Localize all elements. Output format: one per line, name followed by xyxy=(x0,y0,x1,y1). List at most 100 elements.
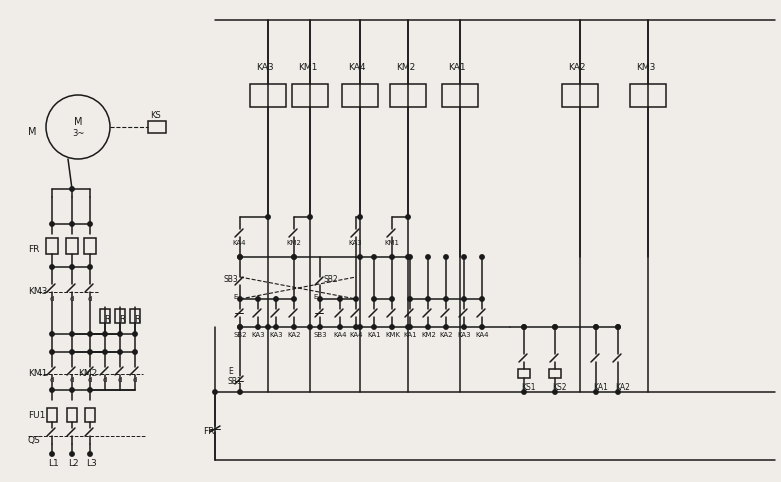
Circle shape xyxy=(292,255,296,259)
Bar xyxy=(148,121,166,133)
Circle shape xyxy=(358,255,362,259)
Text: KA2: KA2 xyxy=(439,332,452,338)
Text: d: d xyxy=(88,296,92,302)
Circle shape xyxy=(237,255,242,259)
Text: d: d xyxy=(133,377,137,383)
Circle shape xyxy=(408,255,412,259)
Text: KM2: KM2 xyxy=(286,240,301,246)
Circle shape xyxy=(462,255,466,259)
Text: R: R xyxy=(104,316,110,324)
Circle shape xyxy=(50,350,54,354)
Circle shape xyxy=(615,325,620,329)
Text: d: d xyxy=(70,377,74,383)
Text: SB3: SB3 xyxy=(313,332,326,338)
Circle shape xyxy=(256,325,260,329)
Circle shape xyxy=(444,297,448,301)
Circle shape xyxy=(308,325,312,329)
Circle shape xyxy=(480,297,484,301)
Text: SB3: SB3 xyxy=(224,275,239,283)
Bar xyxy=(250,84,286,107)
Text: KM1: KM1 xyxy=(384,240,399,246)
Circle shape xyxy=(87,332,92,336)
Circle shape xyxy=(133,350,137,354)
Circle shape xyxy=(522,325,526,329)
Circle shape xyxy=(237,255,242,259)
Circle shape xyxy=(274,325,278,329)
Text: KA3: KA3 xyxy=(457,332,471,338)
Text: KM1: KM1 xyxy=(28,370,48,378)
Text: KM1: KM1 xyxy=(298,63,317,71)
Circle shape xyxy=(103,350,107,354)
Text: L1: L1 xyxy=(48,459,59,469)
Text: KA3: KA3 xyxy=(348,240,362,246)
Text: d: d xyxy=(50,296,55,302)
Text: KA1: KA1 xyxy=(448,63,465,71)
Text: KA2: KA2 xyxy=(615,383,629,391)
Text: d: d xyxy=(103,377,107,383)
Circle shape xyxy=(256,297,260,301)
Text: L2: L2 xyxy=(68,459,79,469)
Text: d: d xyxy=(88,377,92,383)
Circle shape xyxy=(426,297,430,301)
Text: KS: KS xyxy=(150,110,161,120)
Circle shape xyxy=(354,297,358,301)
Circle shape xyxy=(338,325,342,329)
Bar xyxy=(130,309,140,323)
Circle shape xyxy=(553,325,557,329)
Text: E: E xyxy=(228,367,233,376)
Circle shape xyxy=(50,332,54,336)
Circle shape xyxy=(70,452,74,456)
Circle shape xyxy=(372,325,376,329)
Bar xyxy=(292,84,328,107)
Bar xyxy=(84,238,96,254)
Circle shape xyxy=(615,325,620,329)
Circle shape xyxy=(372,255,376,259)
Text: FR: FR xyxy=(28,245,39,254)
Circle shape xyxy=(358,215,362,219)
Bar xyxy=(390,84,426,107)
Text: KM3: KM3 xyxy=(636,63,655,71)
Circle shape xyxy=(426,325,430,329)
Text: KA2: KA2 xyxy=(287,332,301,338)
Circle shape xyxy=(594,390,598,394)
Text: d: d xyxy=(70,296,74,302)
Text: KA3: KA3 xyxy=(251,332,265,338)
Circle shape xyxy=(406,255,410,259)
Text: KM3: KM3 xyxy=(28,287,48,296)
Circle shape xyxy=(444,255,448,259)
Bar xyxy=(100,309,110,323)
Circle shape xyxy=(462,325,466,329)
Circle shape xyxy=(70,388,74,392)
Circle shape xyxy=(553,325,557,329)
Circle shape xyxy=(70,265,74,269)
Circle shape xyxy=(237,325,242,329)
Text: KA4: KA4 xyxy=(232,240,245,246)
Circle shape xyxy=(237,325,242,329)
Circle shape xyxy=(274,297,278,301)
Text: KA4: KA4 xyxy=(349,332,362,338)
Circle shape xyxy=(408,297,412,301)
Circle shape xyxy=(338,297,342,301)
Text: KA4: KA4 xyxy=(348,63,366,71)
Text: M: M xyxy=(28,127,37,137)
Text: E: E xyxy=(313,294,317,300)
Circle shape xyxy=(292,325,296,329)
Circle shape xyxy=(50,388,54,392)
Bar xyxy=(47,408,57,422)
Text: QS: QS xyxy=(28,436,41,444)
Circle shape xyxy=(87,350,92,354)
Text: R: R xyxy=(119,316,125,324)
Text: d: d xyxy=(118,377,123,383)
Text: E: E xyxy=(233,294,237,300)
Text: SB1: SB1 xyxy=(228,377,243,387)
Circle shape xyxy=(390,255,394,259)
Text: 3~: 3~ xyxy=(72,129,84,137)
Circle shape xyxy=(406,325,410,329)
Circle shape xyxy=(212,390,217,394)
Bar xyxy=(66,238,78,254)
Circle shape xyxy=(70,187,74,191)
Text: KA1: KA1 xyxy=(593,383,608,391)
Circle shape xyxy=(522,390,526,394)
Text: d: d xyxy=(50,377,55,383)
Circle shape xyxy=(318,297,323,301)
